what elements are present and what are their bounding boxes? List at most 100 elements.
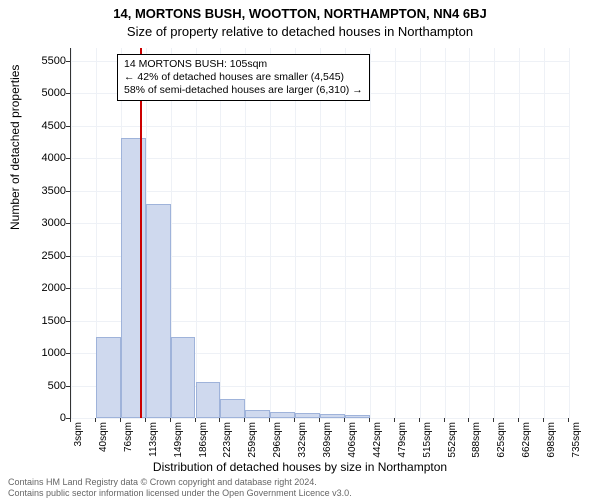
gridline-v bbox=[420, 48, 421, 418]
x-tick-mark bbox=[369, 418, 370, 422]
histogram-bar bbox=[245, 410, 270, 418]
y-tick-mark bbox=[66, 61, 70, 62]
histogram-bar bbox=[320, 414, 345, 418]
x-tick-mark bbox=[543, 418, 544, 422]
y-tick-mark bbox=[66, 288, 70, 289]
gridline-v bbox=[544, 48, 545, 418]
x-tick-mark bbox=[244, 418, 245, 422]
histogram-bar bbox=[146, 204, 171, 418]
gridline-v bbox=[395, 48, 396, 418]
y-tick-mark bbox=[66, 223, 70, 224]
y-tick-label: 5000 bbox=[26, 87, 66, 99]
y-tick-label: 1000 bbox=[26, 347, 66, 359]
x-tick-label: 588sqm bbox=[471, 422, 482, 472]
annotation-line1: 14 MORTONS BUSH: 105sqm bbox=[124, 58, 363, 71]
x-tick-label: 479sqm bbox=[397, 422, 408, 472]
x-tick-label: 625sqm bbox=[496, 422, 507, 472]
x-tick-mark bbox=[195, 418, 196, 422]
x-tick-label: 442sqm bbox=[372, 422, 383, 472]
gridline-v bbox=[196, 48, 197, 418]
x-tick-label: 369sqm bbox=[322, 422, 333, 472]
chart-subtitle: Size of property relative to detached ho… bbox=[0, 24, 600, 39]
x-tick-label: 259sqm bbox=[247, 422, 258, 472]
y-axis-label: Number of detached properties bbox=[8, 65, 22, 230]
x-tick-label: 332sqm bbox=[297, 422, 308, 472]
y-tick-label: 4000 bbox=[26, 152, 66, 164]
x-tick-mark bbox=[444, 418, 445, 422]
x-tick-mark bbox=[493, 418, 494, 422]
gridline-v bbox=[445, 48, 446, 418]
x-tick-label: 515sqm bbox=[422, 422, 433, 472]
x-tick-label: 735sqm bbox=[571, 422, 582, 472]
plot-area: 14 MORTONS BUSH: 105sqm ← 42% of detache… bbox=[70, 48, 569, 419]
y-tick-label: 2500 bbox=[26, 250, 66, 262]
y-tick-label: 3500 bbox=[26, 185, 66, 197]
gridline-v bbox=[220, 48, 221, 418]
x-tick-label: 149sqm bbox=[173, 422, 184, 472]
annotation-line3: 58% of semi-detached houses are larger (… bbox=[124, 84, 363, 97]
gridline-h bbox=[71, 418, 569, 419]
y-tick-mark bbox=[66, 93, 70, 94]
x-tick-label: 406sqm bbox=[347, 422, 358, 472]
y-tick-label: 3000 bbox=[26, 217, 66, 229]
y-tick-label: 2000 bbox=[26, 282, 66, 294]
x-tick-mark bbox=[319, 418, 320, 422]
footer-line2: Contains public sector information licen… bbox=[8, 488, 352, 498]
x-tick-mark bbox=[170, 418, 171, 422]
gridline-v bbox=[370, 48, 371, 418]
reference-line bbox=[140, 48, 142, 418]
histogram-bar bbox=[270, 412, 295, 418]
y-tick-mark bbox=[66, 256, 70, 257]
histogram-bar bbox=[171, 337, 196, 418]
gridline-v bbox=[71, 48, 72, 418]
x-tick-label: 698sqm bbox=[546, 422, 557, 472]
annotation-line2: ← 42% of detached houses are smaller (4,… bbox=[124, 71, 363, 84]
histogram-bar bbox=[96, 337, 121, 418]
y-tick-label: 0 bbox=[26, 412, 66, 424]
y-tick-label: 5500 bbox=[26, 55, 66, 67]
x-tick-mark bbox=[219, 418, 220, 422]
gridline-v bbox=[469, 48, 470, 418]
x-tick-label: 113sqm bbox=[148, 422, 159, 472]
gridline-v bbox=[519, 48, 520, 418]
footer-line1: Contains HM Land Registry data © Crown c… bbox=[8, 477, 352, 487]
x-tick-mark bbox=[468, 418, 469, 422]
chart-container: 14, MORTONS BUSH, WOOTTON, NORTHAMPTON, … bbox=[0, 0, 600, 500]
x-tick-label: 76sqm bbox=[123, 422, 134, 472]
gridline-v bbox=[320, 48, 321, 418]
x-tick-mark bbox=[120, 418, 121, 422]
x-tick-mark bbox=[145, 418, 146, 422]
gridline-v bbox=[345, 48, 346, 418]
annotation-box: 14 MORTONS BUSH: 105sqm ← 42% of detache… bbox=[117, 54, 370, 101]
y-tick-mark bbox=[66, 191, 70, 192]
x-tick-label: 552sqm bbox=[447, 422, 458, 472]
footer-attribution: Contains HM Land Registry data © Crown c… bbox=[8, 477, 352, 498]
y-tick-label: 4500 bbox=[26, 120, 66, 132]
x-tick-mark bbox=[518, 418, 519, 422]
x-tick-label: 40sqm bbox=[98, 422, 109, 472]
x-tick-label: 662sqm bbox=[521, 422, 532, 472]
histogram-bar bbox=[220, 399, 245, 418]
x-tick-mark bbox=[95, 418, 96, 422]
y-tick-mark bbox=[66, 158, 70, 159]
x-tick-label: 3sqm bbox=[73, 422, 84, 472]
x-tick-mark bbox=[344, 418, 345, 422]
chart-title-address: 14, MORTONS BUSH, WOOTTON, NORTHAMPTON, … bbox=[0, 6, 600, 21]
gridline-v bbox=[295, 48, 296, 418]
y-tick-mark bbox=[66, 321, 70, 322]
x-tick-mark bbox=[269, 418, 270, 422]
histogram-bar bbox=[196, 382, 221, 418]
gridline-v bbox=[494, 48, 495, 418]
x-tick-mark bbox=[294, 418, 295, 422]
x-tick-mark bbox=[568, 418, 569, 422]
x-tick-mark bbox=[419, 418, 420, 422]
x-tick-mark bbox=[394, 418, 395, 422]
x-tick-mark bbox=[70, 418, 71, 422]
gridline-v bbox=[245, 48, 246, 418]
y-tick-label: 500 bbox=[26, 380, 66, 392]
x-tick-label: 296sqm bbox=[272, 422, 283, 472]
y-tick-label: 1500 bbox=[26, 315, 66, 327]
x-tick-label: 186sqm bbox=[198, 422, 209, 472]
gridline-v bbox=[270, 48, 271, 418]
histogram-bar bbox=[295, 413, 320, 418]
